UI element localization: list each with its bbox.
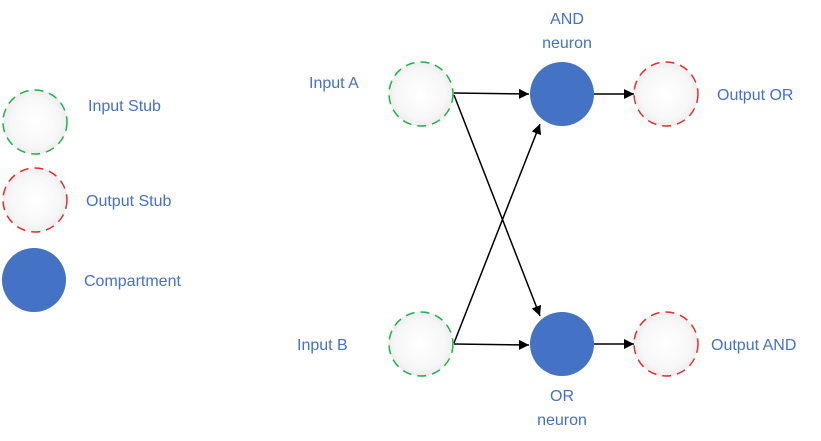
input-b-label: Input B	[297, 337, 348, 354]
legend-input-stub-icon	[2, 89, 68, 155]
legend-output-stub-icon	[2, 167, 68, 233]
input-b-stub	[388, 311, 454, 377]
output-and-stub	[633, 311, 699, 377]
legend-input-stub-label: Input Stub	[88, 98, 161, 115]
and-neuron-node: AND neuron	[530, 11, 594, 126]
or-neuron-compartment	[530, 312, 594, 376]
output-or-stub	[633, 61, 699, 127]
edges	[453, 88, 634, 350]
and-neuron-compartment	[530, 62, 594, 126]
input-a-node: Input A	[309, 61, 454, 127]
or-neuron-label-line2: neuron	[537, 412, 587, 429]
edge-input-b-to-and	[453, 123, 541, 344]
legend-output-stub-label: Output Stub	[86, 193, 171, 210]
legend: Input Stub Output Stub Compartment	[2, 89, 181, 312]
or-neuron-label-line1: OR	[550, 388, 574, 405]
edge-input-b-to-or	[453, 339, 530, 350]
output-or-label: Output OR	[717, 87, 793, 104]
and-neuron-label-line1: AND	[550, 11, 584, 28]
edge-input-a-to-or	[453, 94, 542, 317]
output-and-label: Output AND	[711, 337, 796, 354]
or-neuron-node: OR neuron	[530, 312, 594, 429]
and-neuron-label-line2: neuron	[542, 35, 592, 52]
legend-compartment-label: Compartment	[84, 273, 181, 290]
input-a-label: Input A	[309, 75, 359, 92]
legend-compartment-icon	[2, 248, 66, 312]
input-b-node: Input B	[297, 311, 454, 377]
output-or-node: Output OR	[633, 61, 793, 127]
output-and-node: Output AND	[633, 311, 796, 377]
edge-input-a-to-and	[453, 88, 530, 99]
input-a-stub	[388, 61, 454, 127]
